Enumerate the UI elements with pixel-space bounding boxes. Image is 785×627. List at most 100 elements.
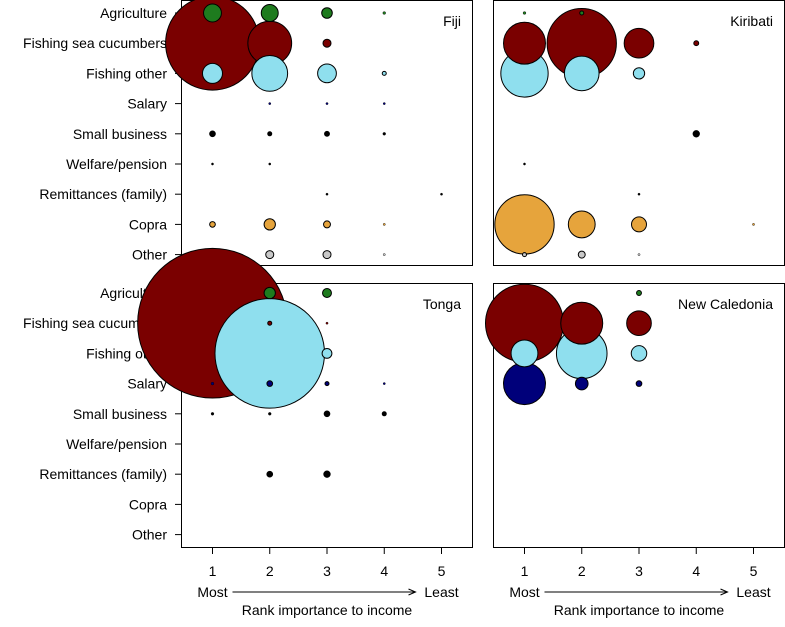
bubble-tonga-agriculture-rank-3 — [322, 288, 332, 298]
bubble-kiribati-fishing-sea-cucumbers-rank-3 — [623, 27, 655, 59]
bubble-tonga-remittances-family-rank-3 — [323, 470, 331, 478]
bubble-fiji-salary-rank-2 — [268, 102, 272, 105]
bubble-new-caledonia-fishing-other-rank-3 — [630, 345, 648, 362]
bubble-fiji-agriculture-rank-2 — [260, 4, 279, 22]
x-tick-label-1: 1 — [521, 563, 529, 579]
bubble-tonga-salary-rank-3 — [324, 381, 330, 387]
panel-title-tonga: Tonga — [423, 296, 461, 312]
panel-title-new-caledonia: New Caledonia — [678, 296, 773, 312]
bubble-fiji-copra-rank-1 — [209, 221, 216, 228]
bubble-tonga-salary-rank-2 — [266, 380, 274, 387]
bubble-fiji-small-business-rank-4 — [382, 132, 386, 136]
bubble-kiribati-fishing-sea-cucumbers-rank-4 — [693, 40, 700, 47]
x-arrow-head — [408, 588, 417, 596]
bubble-fiji-welfare-pension-rank-2 — [268, 162, 272, 166]
bubble-tonga-fishing-sea-cucumbers-rank-3 — [325, 321, 329, 325]
bubble-kiribati-other-rank-3 — [637, 253, 641, 256]
bubble-kiribati-copra-rank-1 — [494, 194, 555, 255]
x-tick-label-4: 4 — [380, 563, 388, 579]
bubble-kiribati-small-business-rank-4 — [692, 130, 700, 138]
bubble-fiji-small-business-rank-3 — [324, 130, 330, 137]
bubble-tonga-salary-rank-4 — [382, 382, 386, 385]
y-tick-label-agriculture: Agriculture — [100, 5, 167, 21]
y-tick-label-fishing-sea-cucumbers: Fishing sea cucumbers — [23, 315, 167, 331]
panel-frame-fiji — [181, 0, 473, 266]
bubble-tonga-remittances-family-rank-2 — [266, 470, 274, 478]
bubble-tonga-fishing-sea-cucumbers-rank-2 — [267, 320, 273, 326]
panel-title-fiji: Fiji — [443, 13, 461, 29]
bubble-kiribati-other-rank-1 — [521, 252, 527, 258]
bubble-new-caledonia-salary-rank-3 — [635, 380, 643, 387]
bubble-kiribati-fishing-other-rank-2 — [563, 55, 600, 92]
bubble-fiji-other-rank-3 — [322, 250, 332, 260]
x-axis-label: Rank importance to income — [242, 602, 413, 618]
bubble-kiribati-copra-rank-2 — [567, 210, 596, 239]
x-tick-label-1: 1 — [209, 563, 217, 579]
bubble-tonga-small-business-rank-4 — [381, 411, 387, 417]
x-tick-label-5: 5 — [750, 563, 758, 579]
bubble-new-caledonia-salary-rank-2 — [574, 376, 589, 391]
x-tick-label-2: 2 — [266, 563, 274, 579]
bubble-fiji-fishing-other-rank-2 — [251, 55, 289, 92]
bubble-tonga-small-business-rank-2 — [268, 412, 272, 416]
bubble-fiji-salary-rank-4 — [382, 102, 386, 105]
x-tick-label-4: 4 — [692, 563, 700, 579]
bubble-kiribati-fishing-other-rank-3 — [632, 67, 646, 80]
bubble-tonga-fishing-other-rank-2 — [214, 298, 326, 409]
x-tick-label-3: 3 — [323, 563, 331, 579]
x-axis-label: Rank importance to income — [554, 602, 725, 618]
y-tick-label-fishing-other: Fishing other — [86, 65, 167, 81]
bubble-fiji-copra-rank-3 — [323, 220, 331, 229]
bubble-fiji-copra-rank-4 — [382, 223, 386, 226]
y-tick-label-small-business: Small business — [73, 126, 167, 142]
bubble-tonga-salary-rank-1 — [210, 381, 215, 386]
bubble-kiribati-copra-rank-3 — [631, 216, 647, 233]
y-tick-label-salary: Salary — [127, 376, 167, 392]
bubble-fiji-remittances-family-rank-5 — [440, 192, 443, 196]
bubble-fiji-small-business-rank-2 — [267, 131, 273, 137]
bubble-new-caledonia-salary-rank-1 — [503, 362, 546, 406]
x-arrow-head — [720, 588, 729, 596]
y-tick-label-welfare-pension: Welfare/pension — [66, 156, 167, 172]
bubble-fiji-other-rank-2 — [265, 250, 275, 260]
bubble-fiji-fishing-sea-cucumbers-rank-3 — [322, 38, 332, 48]
bubble-kiribati-welfare-pension-rank-1 — [523, 162, 526, 166]
y-tick-label-remittances-family: Remittances (family) — [39, 466, 167, 482]
bubble-fiji-fishing-other-rank-1 — [201, 62, 223, 84]
y-tick-label-copra: Copra — [129, 216, 167, 232]
bubble-tonga-small-business-rank-3 — [323, 410, 331, 418]
y-tick-label-other: Other — [132, 247, 167, 263]
bubble-fiji-small-business-rank-1 — [209, 130, 216, 138]
bubble-new-caledonia-fishing-sea-cucumbers-rank-3 — [626, 310, 652, 337]
bubble-fiji-fishing-other-rank-3 — [317, 63, 337, 84]
bubble-fiji-welfare-pension-rank-1 — [211, 162, 214, 166]
bubble-fiji-agriculture-rank-3 — [321, 7, 333, 19]
y-tick-label-welfare-pension: Welfare/pension — [66, 436, 167, 452]
bubble-new-caledonia-fishing-other-rank-1 — [510, 339, 539, 368]
bubble-fiji-remittances-family-rank-3 — [325, 192, 329, 196]
bubble-kiribati-other-rank-2 — [577, 250, 586, 259]
x-end-label-most: Most — [197, 584, 227, 600]
bubble-kiribati-remittances-family-rank-3 — [637, 192, 641, 196]
y-tick-label-other: Other — [132, 527, 167, 543]
bubble-kiribati-copra-rank-5 — [752, 223, 755, 226]
bubble-tonga-fishing-other-rank-3 — [321, 348, 333, 359]
y-tick-label-fishing-sea-cucumbers: Fishing sea cucumbers — [23, 35, 167, 51]
y-tick-label-small-business: Small business — [73, 406, 167, 422]
bubble-fiji-other-rank-4 — [382, 253, 386, 256]
x-end-label-most: Most — [509, 584, 539, 600]
bubble-fiji-agriculture-rank-1 — [203, 3, 222, 23]
bubble-fiji-agriculture-rank-4 — [382, 11, 386, 15]
x-end-label-least: Least — [424, 584, 458, 600]
bubble-kiribati-agriculture-rank-2 — [579, 10, 585, 16]
bubble-kiribati-fishing-sea-cucumbers-rank-1 — [503, 21, 546, 65]
x-end-label-least: Least — [736, 584, 770, 600]
x-tick-label-5: 5 — [438, 563, 446, 579]
y-tick-label-salary: Salary — [127, 96, 167, 112]
bubble-tonga-agriculture-rank-2 — [263, 286, 276, 300]
x-tick-label-2: 2 — [578, 563, 586, 579]
y-tick-label-remittances-family: Remittances (family) — [39, 186, 167, 202]
bubble-tonga-small-business-rank-1 — [210, 412, 215, 416]
